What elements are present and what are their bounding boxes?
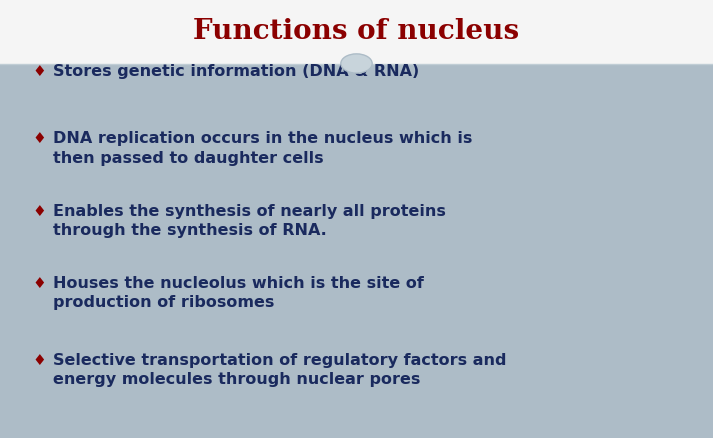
Text: ♦: ♦ — [32, 204, 46, 219]
Text: ♦: ♦ — [32, 276, 46, 291]
Text: ♦: ♦ — [32, 64, 46, 78]
Text: ♦: ♦ — [32, 131, 46, 146]
Text: Selective transportation of regulatory factors and
energy molecules through nucl: Selective transportation of regulatory f… — [53, 353, 507, 387]
Text: DNA replication occurs in the nucleus which is
then passed to daughter cells: DNA replication occurs in the nucleus wh… — [53, 131, 473, 166]
Text: ♦: ♦ — [32, 353, 46, 367]
FancyBboxPatch shape — [0, 0, 713, 64]
Text: Stores genetic information (DNA & RNA): Stores genetic information (DNA & RNA) — [53, 64, 420, 78]
Text: Houses the nucleolus which is the site of
production of ribosomes: Houses the nucleolus which is the site o… — [53, 276, 424, 310]
Circle shape — [341, 54, 372, 73]
Text: Functions of nucleus: Functions of nucleus — [193, 18, 520, 45]
Text: Enables the synthesis of nearly all proteins
through the synthesis of RNA.: Enables the synthesis of nearly all prot… — [53, 204, 446, 238]
